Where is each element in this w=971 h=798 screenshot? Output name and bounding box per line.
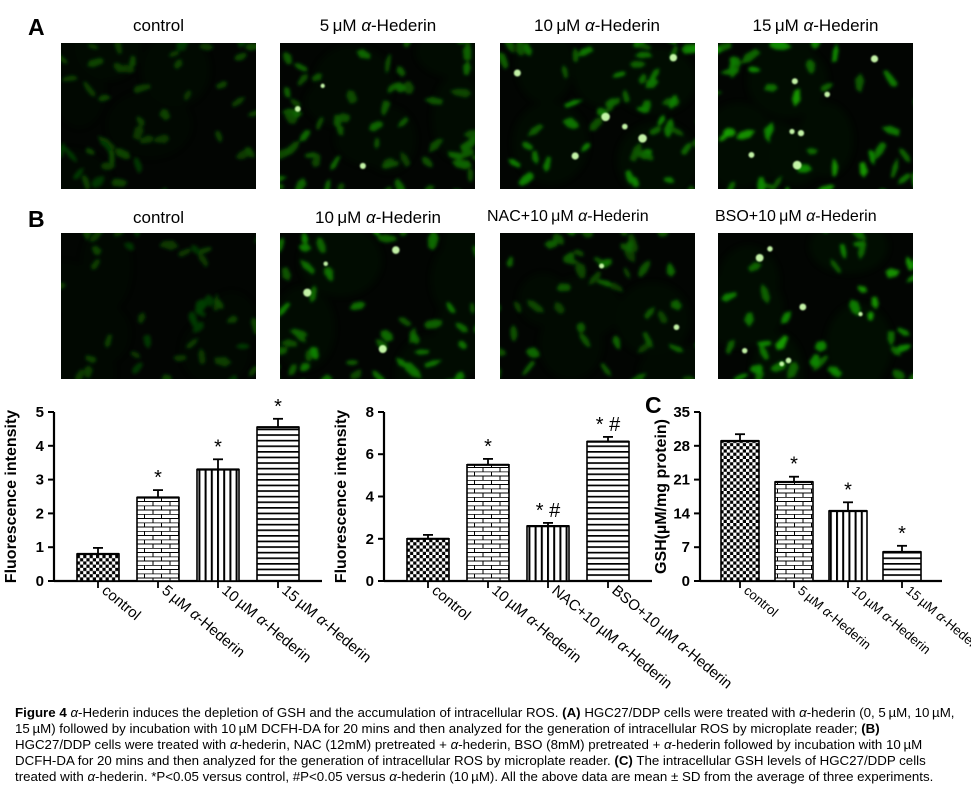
svg-text:35: 35: [673, 404, 690, 421]
svg-text:8: 8: [366, 404, 374, 421]
svg-text:*: *: [790, 454, 798, 476]
svg-text:* #: * #: [536, 500, 561, 522]
svg-text:4: 4: [36, 438, 45, 455]
svg-text:*: *: [484, 436, 492, 458]
svg-text:6: 6: [366, 446, 374, 463]
svg-text:*: *: [898, 523, 906, 545]
svg-text:1: 1: [36, 539, 44, 556]
svg-text:0: 0: [366, 573, 374, 590]
svg-text:0: 0: [682, 573, 690, 590]
svg-text:Fluorescence intensity: Fluorescence intensity: [3, 410, 20, 583]
svg-text:21: 21: [673, 472, 690, 489]
svg-text:control: control: [741, 583, 781, 620]
svg-text:2: 2: [36, 505, 44, 522]
svg-text:7: 7: [682, 539, 690, 556]
svg-text:2: 2: [366, 531, 374, 548]
svg-text:5: 5: [36, 404, 44, 421]
svg-text:*: *: [154, 467, 162, 489]
svg-text:0: 0: [36, 573, 44, 590]
svg-text:Fluorescence intensity: Fluorescence intensity: [333, 410, 350, 583]
svg-text:28: 28: [673, 438, 690, 455]
svg-text:14: 14: [673, 505, 690, 522]
svg-text:control: control: [428, 582, 473, 624]
svg-text:*: *: [274, 396, 282, 418]
svg-text:3: 3: [36, 472, 44, 489]
svg-text:NAC+10 µM α-Hederin: NAC+10 µM α-Hederin: [548, 582, 675, 692]
svg-text:control: control: [98, 582, 143, 624]
svg-text:GSH(µM/mg protein): GSH(µM/mg protein): [653, 419, 670, 574]
svg-text:*: *: [844, 479, 852, 501]
svg-text:* #: * #: [596, 414, 621, 436]
svg-text:4: 4: [366, 489, 375, 506]
svg-text:*: *: [214, 436, 222, 458]
